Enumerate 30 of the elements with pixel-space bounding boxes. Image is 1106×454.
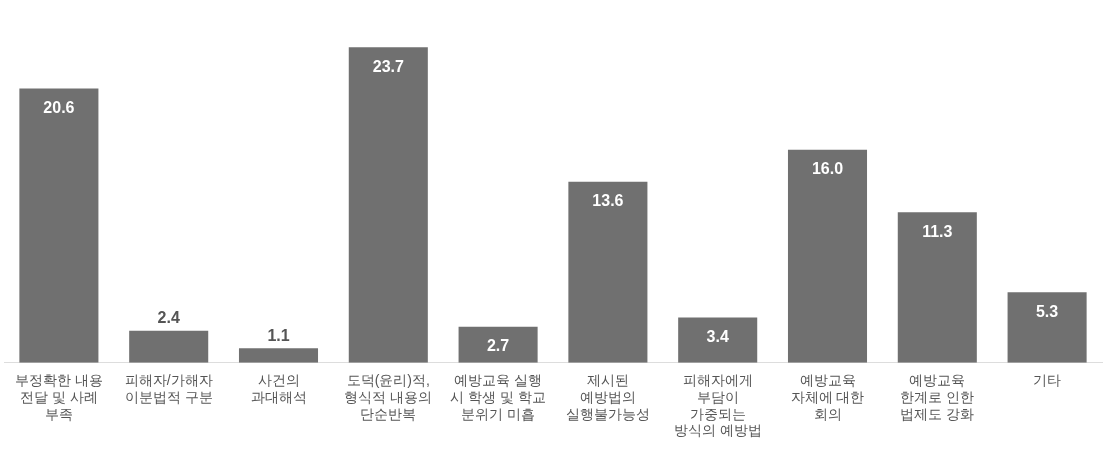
data-label: 1.1 — [267, 326, 290, 344]
bar — [348, 47, 428, 363]
bar — [129, 330, 209, 363]
data-label: 2.7 — [486, 337, 510, 355]
x-tick-label: 예방교육 실행 시 학생 및 학교 분위기 미흡 — [450, 372, 546, 422]
x-tick-label: 부정확한 내용 전달 및 사례 부족 — [14, 372, 103, 422]
bar — [897, 212, 977, 363]
bar — [458, 326, 538, 363]
data-label: 11.3 — [922, 222, 953, 240]
bar — [568, 181, 648, 363]
data-label: 5.3 — [1035, 302, 1059, 320]
bar — [787, 149, 868, 363]
data-label: 20.6 — [43, 98, 75, 116]
bar — [19, 88, 99, 363]
x-tick-label: 사건의 과대해석 — [250, 372, 307, 405]
x-tick-label: 피해자/가해자 이분법적 구분 — [124, 372, 213, 405]
x-tick-label: 도덕(윤리)적, 형식적 내용의 단순반복 — [344, 372, 433, 422]
x-tick-label: 피해자에게 부담이 가중되는 방식의 예방법 — [673, 372, 762, 439]
data-label: 3.4 — [706, 327, 729, 345]
x-tick-label: 제시된 예방법의 실행불가능성 — [565, 372, 650, 422]
x-tick-label: 예방교육 한계로 인한 법제도 강화 — [900, 372, 975, 422]
x-tick-label: 기타 — [1033, 372, 1062, 389]
bar — [678, 317, 758, 363]
data-label: 23.7 — [372, 57, 404, 75]
data-label: 13.6 — [592, 192, 624, 210]
data-label: 16.0 — [811, 160, 844, 178]
bar — [238, 348, 319, 363]
bar — [1007, 292, 1087, 363]
data-label: 2.4 — [157, 309, 180, 327]
x-tick-label: 예방교육 자체에 대한 회의 — [790, 372, 865, 422]
